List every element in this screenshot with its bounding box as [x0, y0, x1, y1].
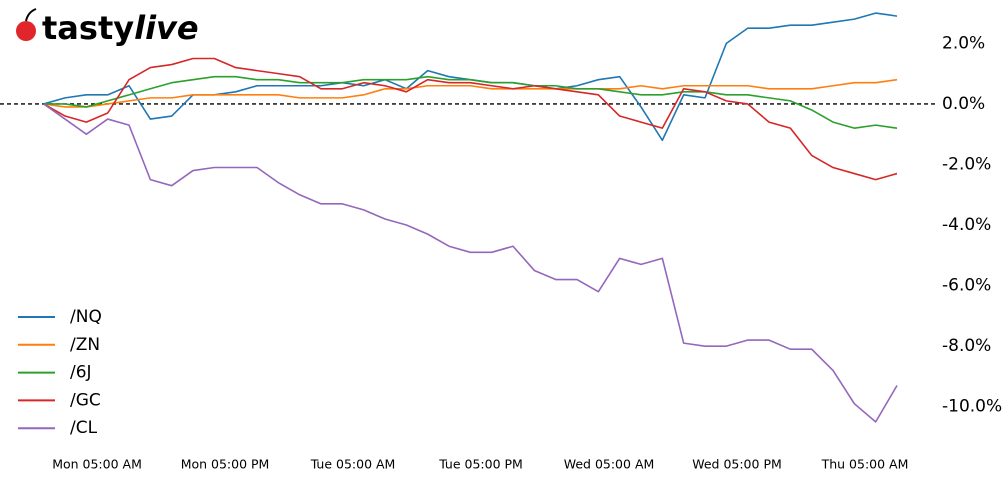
- x-tick-label: Tue 05:00 AM: [310, 457, 396, 472]
- legend-label: /GC: [70, 390, 101, 410]
- y-tick-label: -2.0%: [942, 154, 991, 174]
- legend-label: /6J: [70, 363, 92, 383]
- legend-label: /ZN: [70, 335, 100, 355]
- x-tick-label: Thu 05:00 AM: [821, 457, 909, 472]
- series-line: [43, 75, 898, 129]
- y-tick-label: 0.0%: [942, 94, 985, 114]
- series-line: [43, 78, 898, 108]
- logo: tastylive: [16, 8, 199, 47]
- logo-suffix: live: [134, 9, 199, 47]
- logo-text: tastylive: [42, 9, 199, 47]
- y-tick-label: 2.0%: [942, 33, 985, 53]
- logo-stem: [25, 8, 37, 22]
- legend-label: /NQ: [70, 307, 102, 327]
- logo-brand: tasty: [42, 9, 134, 47]
- y-tick-label: -8.0%: [942, 336, 991, 356]
- x-tick-label: Mon 05:00 AM: [52, 457, 142, 472]
- y-tick-label: -10.0%: [942, 397, 1002, 417]
- logo-icon: [16, 21, 36, 41]
- x-tick-label: Wed 05:00 PM: [692, 457, 782, 472]
- y-tick-label: -6.0%: [942, 276, 991, 296]
- legend-label: /CL: [70, 418, 98, 438]
- series-line: [43, 103, 898, 423]
- x-tick-label: Mon 05:00 PM: [181, 457, 270, 472]
- series-line: [43, 57, 898, 181]
- x-tick-label: Wed 05:00 AM: [564, 457, 655, 472]
- x-tick-label: Tue 05:00 PM: [438, 457, 523, 472]
- y-tick-label: -4.0%: [942, 215, 991, 235]
